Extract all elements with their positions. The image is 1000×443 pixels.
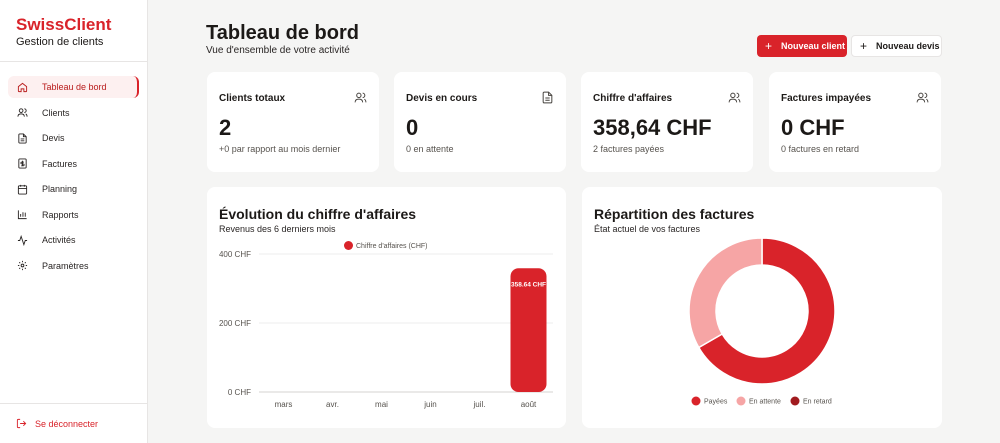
x-tick-label: juil. [472,400,485,409]
brand-name: SwissClient [16,15,112,34]
new-quote-button[interactable]: + Nouveau devis [851,35,942,57]
stat-card-quotes: Devis en cours 0 0 en attente [394,72,566,172]
invoices-donut-chart: Payées En attente En retard [688,237,836,406]
brand: SwissClient Gestion de clients [0,0,147,62]
sidebar-item-label: Tableau de bord [42,82,107,92]
users-icon [354,91,367,104]
stat-card-unpaid: Factures impayées 0 CHF 0 factures en re… [769,72,941,172]
chart-subtitle: État actuel de vos factures [594,224,701,234]
invoice-icon [17,158,28,169]
sidebar-item-tableau-de-bord[interactable]: Tableau de bord [8,76,139,98]
sidebar-item-label: Activités [42,235,76,245]
plus-icon: + [860,39,868,53]
donut-slice-payées [697,237,836,385]
stat-title: Chiffre d'affaires [593,93,673,104]
chart-title: Répartition des factures [594,206,755,222]
sidebar-item-label: Paramètres [42,260,89,271]
plus-icon: + [765,39,773,53]
stat-card-revenue: Chiffre d'affaires 358,64 CHF 2 factures… [581,72,753,172]
new-client-button[interactable]: + Nouveau client [757,35,847,57]
legend-label: En retard [803,399,832,406]
stat-title: Clients totaux [219,93,286,104]
logout-button[interactable]: Se déconnecter [0,403,147,443]
chart-title: Évolution du chiffre d'affaires [219,206,417,222]
legend-label: En attente [749,399,781,406]
sidebar-nav: Tableau de bord Clients Devis Factures P… [8,76,139,280]
chart-subtitle: Revenus des 6 derniers mois [219,224,336,234]
sidebar-item-clients[interactable]: Clients [8,102,139,124]
sidebar-item-label: Planning [42,184,78,194]
stat-value: 2 [219,115,232,140]
users-icon [916,91,929,104]
revenue-chart-card: Évolution du chiffre d'affaires Revenus … [207,187,566,428]
x-tick-label: avr. [326,400,339,409]
legend-label: Chiffre d'affaires (CHF) [356,243,428,250]
legend-label: Payées [704,399,728,406]
sidebar-item-label: Factures [42,158,78,169]
y-tick-label: 200 CHF [219,319,251,328]
sidebar-item-devis[interactable]: Devis [8,127,139,149]
legend-swatch [790,396,800,406]
chart-legend: Payées En attente En retard [691,396,832,406]
stat-value: 358,64 CHF [593,115,712,140]
users-icon [728,91,741,104]
donut-slice-en-attente [688,237,763,349]
x-tick-label: juin [423,400,436,409]
stat-card-clients: Clients totaux 2 +0 par rapport au mois … [207,72,379,172]
sidebar-item-label: Clients [42,107,70,118]
stat-title: Factures impayées [781,93,872,104]
activity-icon [17,234,28,246]
x-tick-label: août [521,400,537,409]
x-tick-label: mai [375,400,388,409]
sidebar-item-planning[interactable]: Planning [8,178,139,200]
stat-title: Devis en cours [406,93,478,104]
gear-icon [17,260,28,271]
x-tick-label: mars [275,400,293,409]
file-icon [541,91,554,104]
sidebar-item-activites[interactable]: Activités [8,229,139,251]
sidebar-item-label: Rapports [42,209,79,220]
bar-chart-icon [17,209,28,220]
users-icon [17,107,28,118]
invoices-chart-card: Répartition des factures État actuel de … [582,187,942,428]
chart-legend: Chiffre d'affaires (CHF) [344,241,428,250]
legend-swatch [344,241,353,250]
sidebar-item-factures[interactable]: Factures [8,153,139,175]
sidebar-item-parametres[interactable]: Paramètres [8,255,139,277]
logout-label: Se déconnecter [35,418,99,429]
bar [510,268,547,392]
y-tick-label: 400 CHF [219,250,251,259]
stat-subtext: 0 en attente [406,144,454,154]
logout-icon [16,418,27,429]
legend-swatch [736,396,746,406]
page-title: Tableau de bord [206,22,359,44]
revenue-bar-chart: Chiffre d'affaires (CHF) 0 CHF 200 CHF 400 … [219,241,553,409]
home-icon [17,82,28,93]
brand-subtitle: Gestion de clients [16,36,104,48]
sidebar-item-label: Devis [42,133,65,143]
file-icon [17,132,28,144]
y-tick-label: 0 CHF [228,388,251,397]
page-subtitle: Vue d'ensemble de votre activité [206,45,350,56]
stat-subtext: 0 factures en retard [781,144,860,154]
stat-value: 0 CHF [781,115,845,140]
stat-value: 0 [406,115,419,140]
stat-subtext: 2 factures payées [593,144,665,154]
sidebar-item-rapports[interactable]: Rapports [8,204,139,226]
calendar-icon [17,184,28,195]
new-client-label: Nouveau client [781,41,846,51]
new-quote-label: Nouveau devis [876,41,940,51]
sidebar: SwissClient Gestion de clients Tableau d… [0,0,148,443]
bar-data-label: 358.64 CHF [511,281,546,288]
legend-swatch [691,396,701,406]
stat-subtext: +0 par rapport au mois dernier [219,144,341,154]
